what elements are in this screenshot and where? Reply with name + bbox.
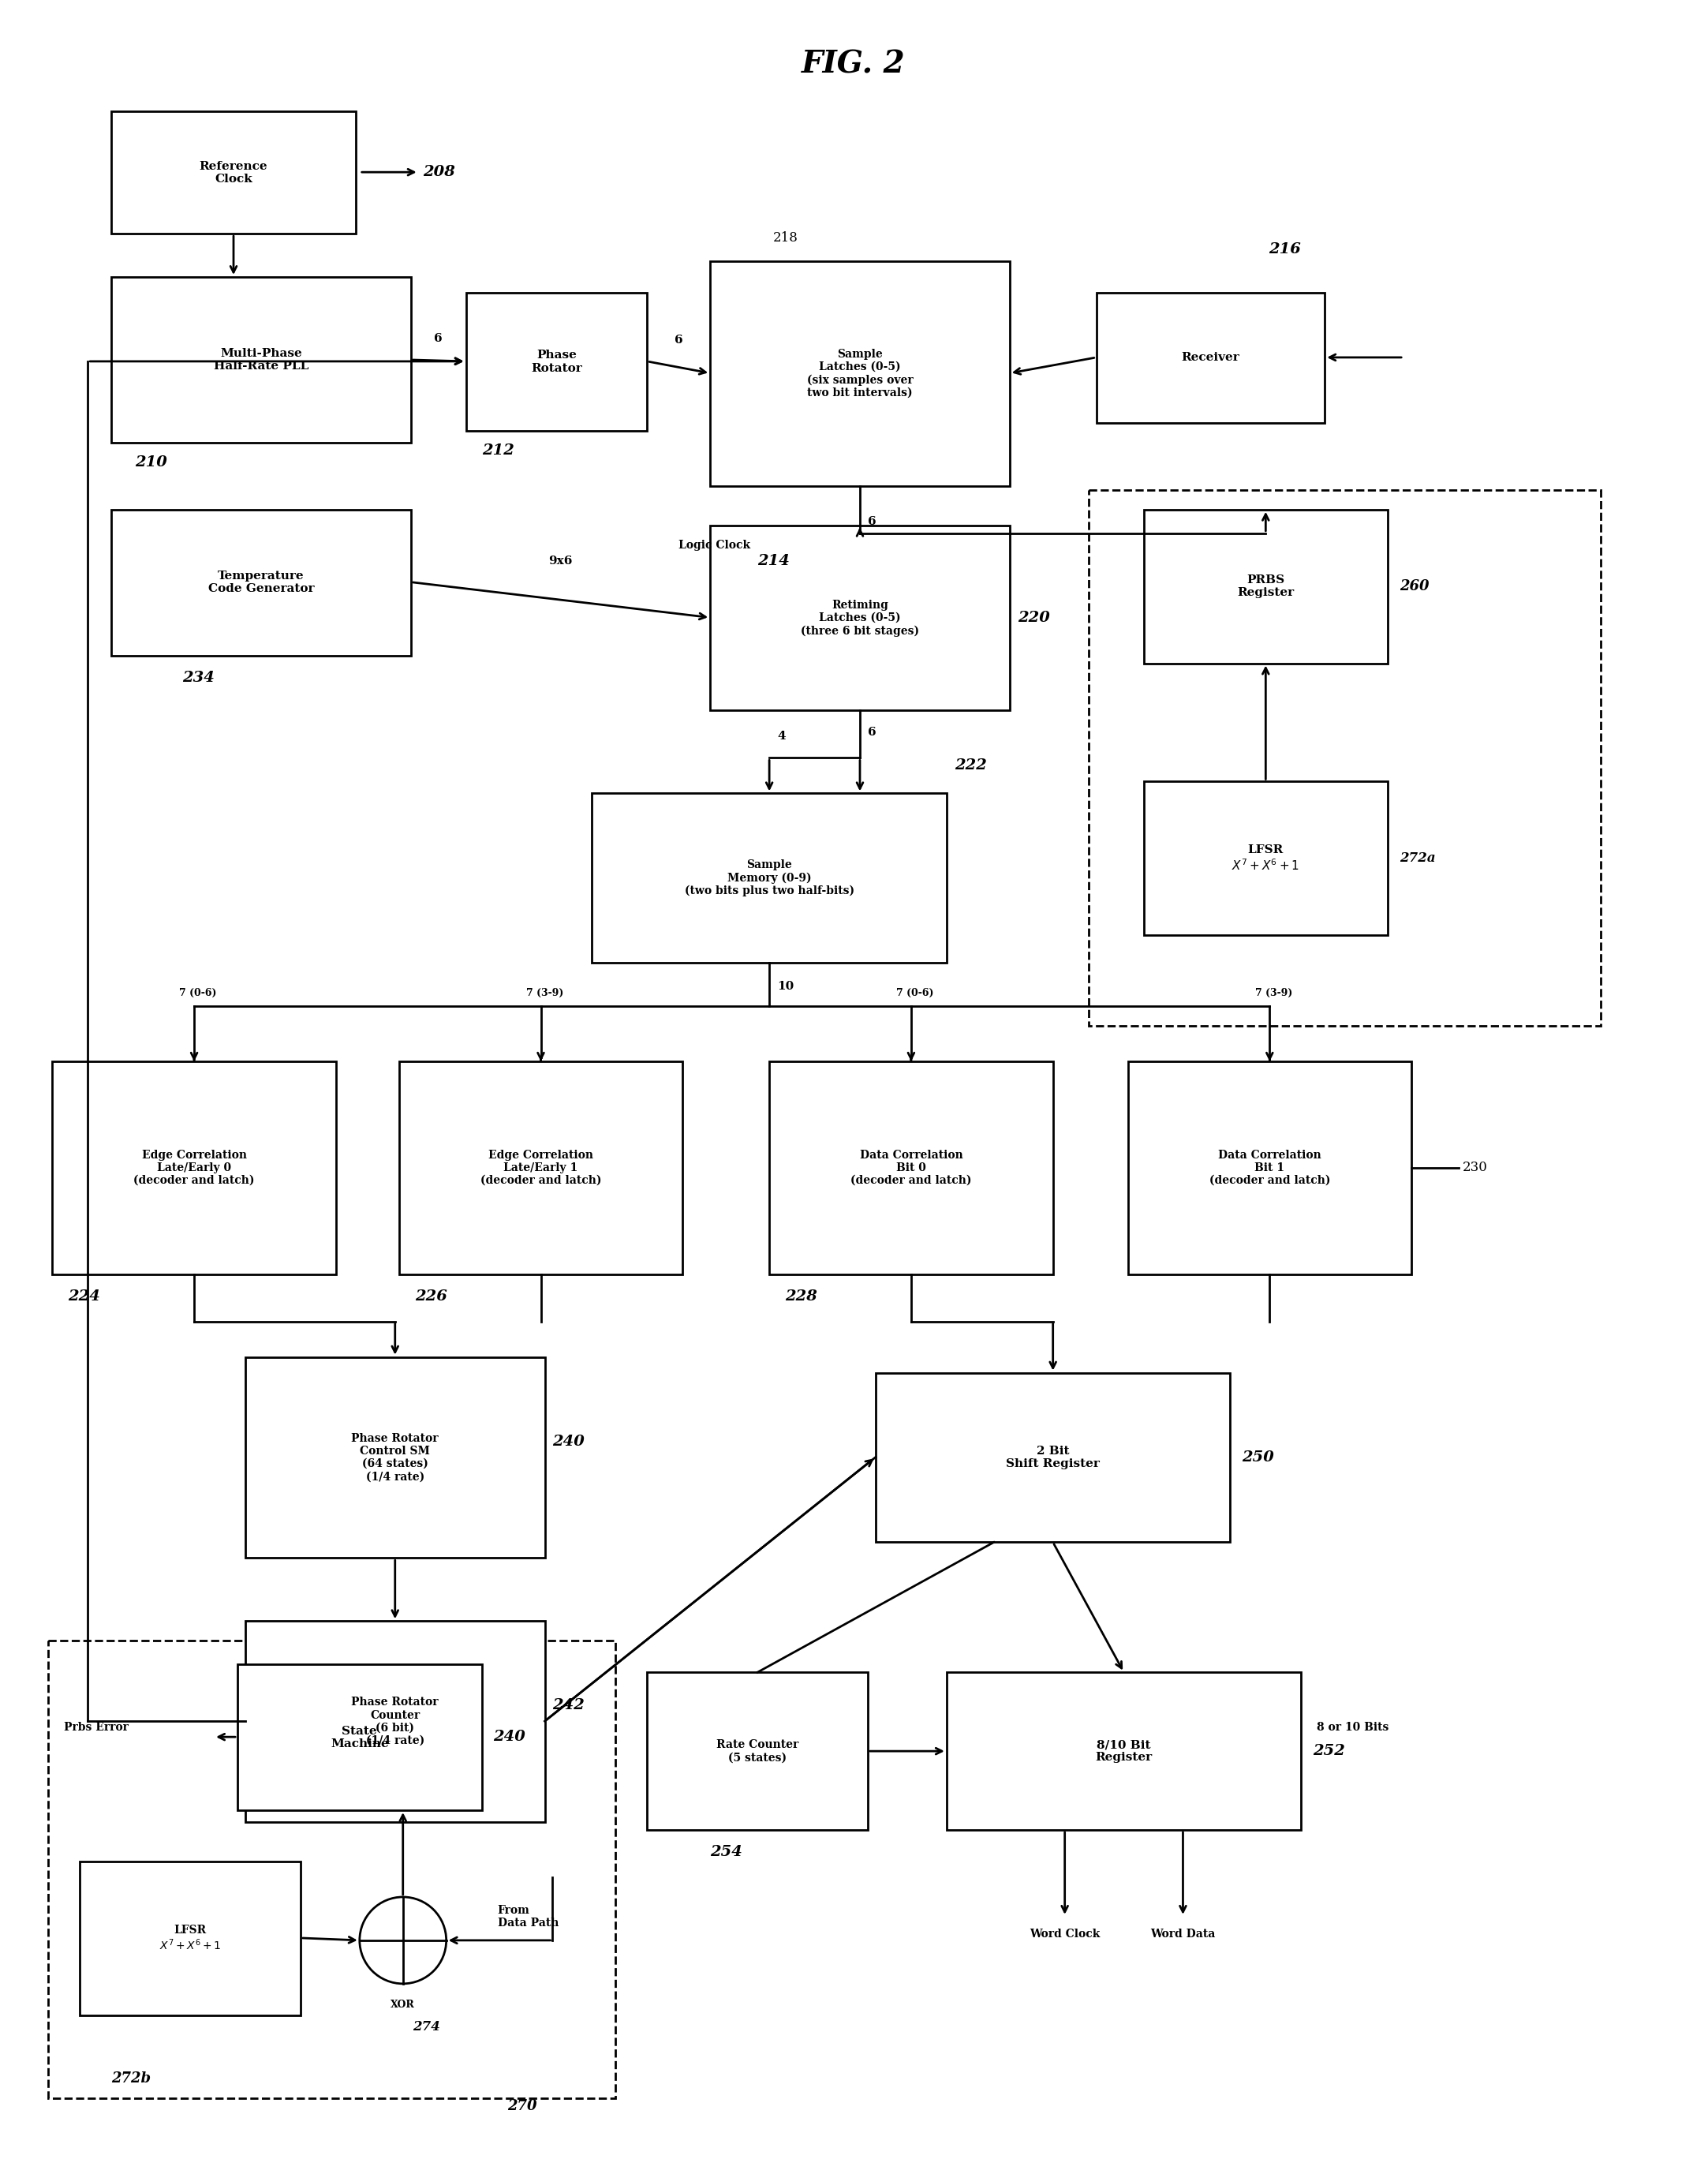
Text: 2 Bit
Shift Register: 2 Bit Shift Register: [1006, 1447, 1100, 1470]
Text: 224: 224: [68, 1289, 101, 1304]
Text: FIG. 2: FIG. 2: [801, 50, 905, 80]
Text: 242: 242: [553, 1699, 584, 1712]
Text: 234: 234: [183, 669, 215, 684]
Bar: [111, 112, 355, 233]
Bar: [111, 276, 412, 443]
Text: Data Correlation
Bit 0
(decoder and latch): Data Correlation Bit 0 (decoder and latc…: [851, 1149, 972, 1185]
Text: 222: 222: [955, 758, 987, 773]
Text: LFSR
$X^7 + X^6 + 1$: LFSR $X^7 + X^6 + 1$: [159, 1924, 220, 1952]
Bar: [593, 792, 946, 963]
Text: 4: 4: [777, 732, 786, 743]
Bar: [1127, 1062, 1411, 1274]
Text: Reference
Clock: Reference Clock: [200, 160, 268, 184]
Text: LFSR
$X^7 + X^6 + 1$: LFSR $X^7 + X^6 + 1$: [1231, 844, 1300, 872]
Text: Edge Correlation
Late/Early 0
(decoder and latch): Edge Correlation Late/Early 0 (decoder a…: [133, 1149, 254, 1185]
Bar: [711, 525, 1009, 710]
Text: 6: 6: [434, 332, 442, 343]
Text: 8/10 Bit
Register: 8/10 Bit Register: [1095, 1740, 1153, 1764]
Bar: [246, 1358, 545, 1559]
Text: 7 (3-9): 7 (3-9): [1255, 989, 1293, 997]
Text: 250: 250: [1242, 1451, 1274, 1464]
Text: Temperature
Code Generator: Temperature Code Generator: [208, 570, 314, 594]
Bar: [80, 1861, 301, 2014]
Text: Sample
Latches (0-5)
(six samples over
two bit intervals): Sample Latches (0-5) (six samples over t…: [806, 350, 914, 399]
Bar: [1097, 294, 1325, 423]
Text: PRBS
Register: PRBS Register: [1237, 574, 1295, 598]
Text: Rate Counter
(5 states): Rate Counter (5 states): [716, 1740, 799, 1764]
Text: 7 (0-6): 7 (0-6): [897, 989, 934, 997]
Text: 210: 210: [135, 456, 167, 469]
Bar: [400, 1062, 683, 1274]
Text: 214: 214: [757, 553, 789, 568]
Text: Phase
Rotator: Phase Rotator: [531, 350, 582, 374]
Bar: [111, 510, 412, 656]
Text: Word Data: Word Data: [1151, 1928, 1216, 1939]
Text: 218: 218: [774, 231, 798, 244]
Text: Logic Clock: Logic Clock: [678, 540, 750, 551]
Text: Data Correlation
Bit 1
(decoder and latch): Data Correlation Bit 1 (decoder and latc…: [1209, 1149, 1331, 1185]
Text: 208: 208: [422, 164, 454, 179]
Text: 240: 240: [494, 1729, 526, 1744]
Bar: [237, 1665, 482, 1809]
Text: 274: 274: [413, 2021, 441, 2034]
Text: Phase Rotator
Counter
(6 bit)
(1/4 rate): Phase Rotator Counter (6 bit) (1/4 rate): [352, 1697, 439, 1747]
Text: 272b: 272b: [111, 2070, 150, 2086]
Text: 252: 252: [1313, 1744, 1346, 1757]
Text: Phase Rotator
Control SM
(64 states)
(1/4 rate): Phase Rotator Control SM (64 states) (1/…: [352, 1434, 439, 1483]
Bar: [53, 1062, 336, 1274]
Text: 254: 254: [711, 1846, 743, 1859]
Text: From
Data Path: From Data Path: [497, 1904, 559, 1928]
Bar: [466, 294, 647, 432]
Bar: [1144, 510, 1389, 663]
Text: 212: 212: [482, 443, 514, 458]
Text: 260: 260: [1399, 579, 1430, 594]
Text: 6: 6: [675, 335, 683, 345]
Text: 6: 6: [868, 728, 876, 738]
Text: 230: 230: [1462, 1162, 1488, 1174]
Text: Prbs Error: Prbs Error: [65, 1723, 128, 1734]
Text: Multi-Phase
Half-Rate PLL: Multi-Phase Half-Rate PLL: [214, 348, 309, 371]
Text: 7 (3-9): 7 (3-9): [526, 989, 564, 997]
Bar: [876, 1373, 1230, 1542]
Text: 6: 6: [868, 516, 876, 527]
Text: 216: 216: [1269, 242, 1301, 257]
Text: Word Clock: Word Clock: [1030, 1928, 1100, 1939]
Text: 10: 10: [777, 980, 794, 991]
Bar: [711, 261, 1009, 486]
Text: 8 or 10 Bits: 8 or 10 Bits: [1317, 1723, 1389, 1734]
Bar: [769, 1062, 1052, 1274]
Bar: [246, 1621, 545, 1822]
Text: Receiver: Receiver: [1182, 352, 1240, 363]
Bar: [48, 1641, 615, 2099]
Text: 272a: 272a: [1399, 851, 1436, 866]
Text: Sample
Memory (0-9)
(two bits plus two half-bits): Sample Memory (0-9) (two bits plus two h…: [685, 859, 854, 896]
Text: 240: 240: [553, 1434, 584, 1449]
Text: State
Machine: State Machine: [331, 1725, 389, 1749]
Text: 220: 220: [1018, 611, 1050, 624]
Text: 270: 270: [507, 2099, 536, 2114]
Text: 7 (0-6): 7 (0-6): [179, 989, 217, 997]
Text: Retiming
Latches (0-5)
(three 6 bit stages): Retiming Latches (0-5) (three 6 bit stag…: [801, 600, 919, 637]
Text: XOR: XOR: [391, 1999, 415, 2010]
Text: 9x6: 9x6: [548, 555, 572, 566]
Text: 226: 226: [415, 1289, 447, 1304]
Bar: [946, 1673, 1301, 1831]
Bar: [1088, 490, 1600, 1026]
Bar: [1144, 782, 1389, 935]
Text: Edge Correlation
Late/Early 1
(decoder and latch): Edge Correlation Late/Early 1 (decoder a…: [480, 1149, 601, 1185]
Text: 228: 228: [786, 1289, 818, 1304]
Bar: [647, 1673, 868, 1831]
